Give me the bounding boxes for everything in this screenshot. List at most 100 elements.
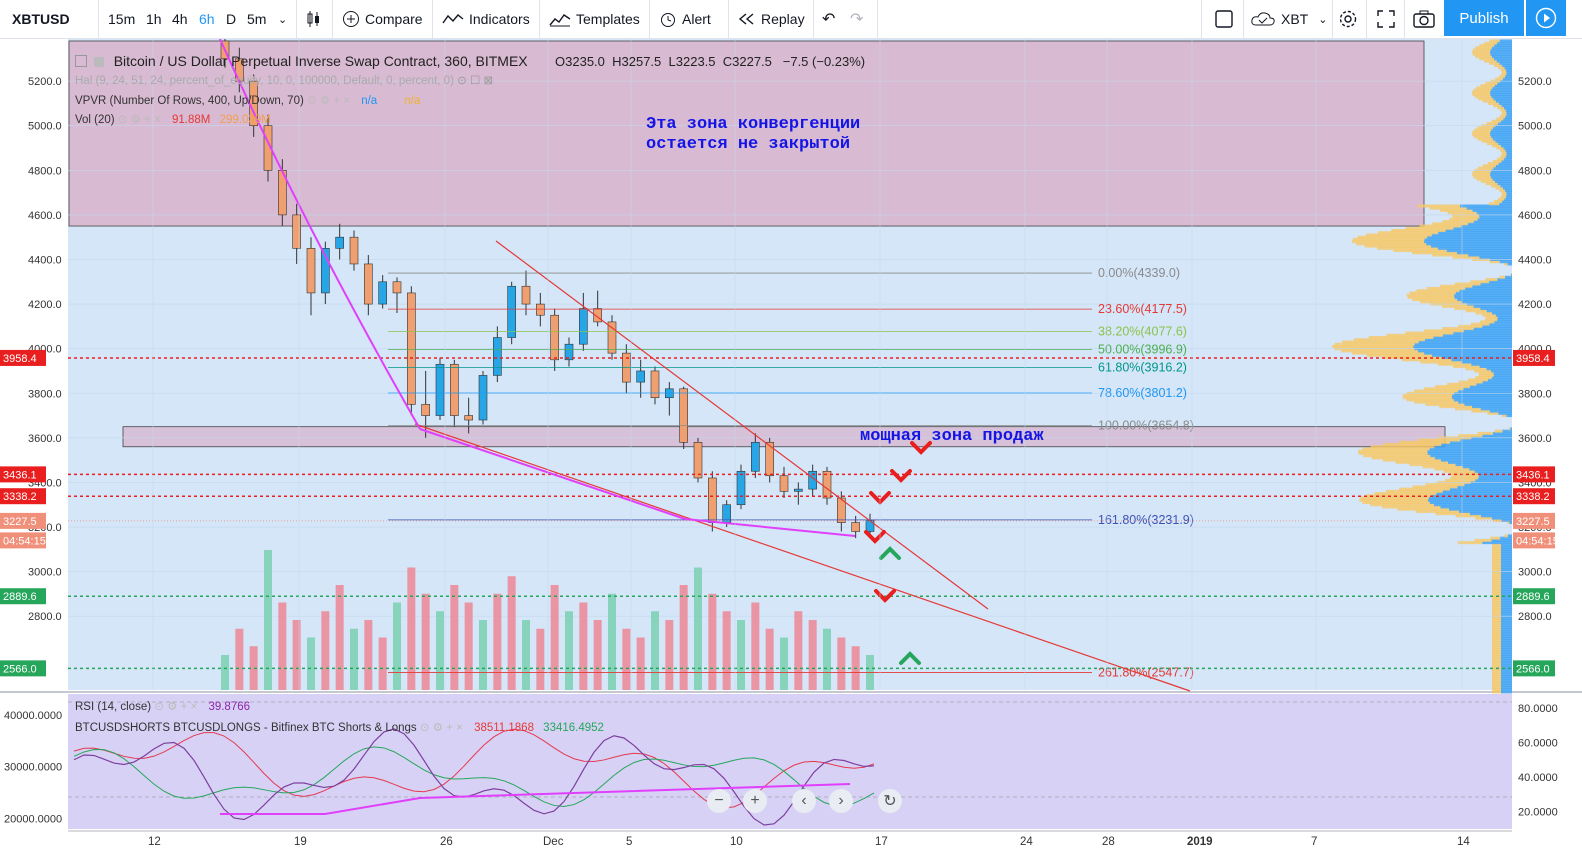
chart-style-button[interactable] [305,0,321,38]
vpvr-bar-down [1501,414,1507,418]
vpvr-bar-down [1429,206,1467,210]
layout-square-icon[interactable] [1214,0,1234,38]
vpvr-bar-up [1501,616,1512,620]
vpvr-bar-down [1492,608,1501,612]
price-tick-left: 5000.0 [28,121,62,133]
interval-4h[interactable]: 4h [172,0,188,38]
vpvr-bar-down [1508,427,1511,431]
play-icon[interactable] [1526,0,1566,36]
legend-controls-icon[interactable]: ⊙ ⚙ + × [307,95,350,107]
compare-button[interactable]: Compare [342,0,423,38]
price-chart-canvas[interactable]: 5200.0 5200.0 5000.0 5000.0 4800.0 4800.0 4600… [0,39,1582,858]
undo-icon[interactable]: ↶ [822,11,836,28]
volume-bar [808,620,817,690]
interval-1h[interactable]: 1h [146,0,162,38]
vpvr-bar-down [1491,119,1501,123]
zoom-out-button[interactable]: − [707,789,731,813]
vpvr-bar-up [1502,429,1512,433]
vpvr-bar-up [1466,206,1512,210]
vpvr-bar-down [1472,171,1491,175]
chevron-down-icon[interactable]: ⌄ [278,13,288,26]
legend-controls-icon[interactable]: ⊙ ⚙ + × [154,701,198,713]
vpvr-bar-up [1426,242,1512,246]
vpvr-bar-up [1506,150,1512,154]
vpvr-bar-down [1507,521,1510,525]
publish-button[interactable]: Publish [1444,0,1524,36]
vpvr-bar-down [1492,652,1501,656]
currency-selector[interactable]: XBT ⌄ [1250,0,1327,38]
vpvr-bar-up [1434,456,1512,460]
interval-5m[interactable]: 5m [247,0,266,38]
redo-icon[interactable]: ↷ [850,11,864,28]
vpvr-bar-up [1475,478,1512,482]
vpvr-legend: VPVR (Number Of Rows, 400, Up/Down, 70) … [75,93,420,107]
vpvr-bar-up [1495,139,1512,143]
volume-bar [780,637,788,690]
annotation-convergence-zone: Эта зона конвергенции остается не закрыто… [646,115,860,155]
legend-controls-icon[interactable]: ⊙ ☐ ⊠ [457,75,494,87]
vpvr-bar-up [1454,398,1512,402]
vpvr-bar-down [1500,195,1506,199]
vpvr-bar-up [1482,380,1512,384]
gear-icon[interactable] [1338,0,1358,38]
trendline-lower [414,423,1191,692]
vpvr-bar-down [1472,133,1491,137]
legend-controls-icon[interactable]: ⊙ ⚙ + × [117,114,161,126]
templates-button[interactable]: Templates [549,0,640,38]
reset-chart-button[interactable]: ↻ [878,789,902,813]
alert-button[interactable]: Alert [659,0,711,38]
vpvr-bar-up [1500,119,1512,123]
rsi-pane-background [68,694,1512,829]
vpvr-bar-down [1485,182,1498,186]
fullscreen-icon[interactable] [1376,0,1396,38]
vpvr-bar-up [1447,460,1512,464]
time-tick: 28 [1102,836,1115,848]
vpvr-bar-up [1501,556,1512,560]
vpvr-bar-up [1461,224,1512,228]
legend-controls-icon[interactable]: ⊙ ⚙ + × [419,722,463,734]
symbol-search[interactable]: XBTUSD [12,0,70,38]
price-tag-right [1513,512,1555,529]
vpvr-bar-down [1399,440,1451,444]
vpvr-bar-up [1479,215,1512,219]
camera-icon[interactable] [1412,0,1436,38]
vpvr-bar-up [1501,659,1512,663]
rewind-icon [738,13,754,25]
scroll-right-button[interactable]: › [829,789,853,813]
vpvr-bar-up [1505,275,1512,279]
vpvr-bar-down [1409,291,1456,295]
vpvr-bar-up [1429,500,1512,504]
candle-body [349,236,359,265]
vpvr-bar-up [1461,300,1512,304]
interval-15m[interactable]: 15m [108,0,135,38]
interval-label: 6h [199,11,215,27]
vpvr-bar-up [1497,318,1512,322]
chart-area[interactable]: 5200.0 5200.0 5000.0 5000.0 4800.0 4800.0 4600… [0,39,1582,858]
vpvr-bar-down [1500,155,1506,159]
candle-body [421,404,430,416]
vpvr-bar-down [1439,208,1473,212]
vpvr-bar-up [1498,101,1512,105]
vpvr-bar-up [1464,402,1512,406]
replay-button[interactable]: Replay [738,0,805,38]
price-tag-left [0,466,46,483]
vpvr-bar-up [1465,286,1512,290]
vpvr-bar-up [1469,467,1512,471]
collapse-icon[interactable] [75,55,87,67]
interval-6h[interactable]: 6h [199,0,215,38]
candle-body [335,236,344,249]
vpvr-bar-down [1486,121,1499,125]
volume-bar [722,611,731,690]
vpvr-bar-up [1490,133,1512,137]
indicators-button[interactable]: Indicators [442,0,530,38]
vpvr-bar-up [1501,672,1512,676]
volume-bar [364,620,373,690]
volume-bar [579,602,588,690]
zoom-in-button[interactable]: + [743,789,767,813]
interval-label: 1h [146,11,162,27]
scroll-left-button[interactable]: ‹ [792,789,816,813]
vpvr-bar-down [1471,409,1490,413]
vpvr-bar-down [1454,407,1481,411]
interval-d[interactable]: D [226,0,236,38]
vpvr-bar-up [1473,220,1512,224]
